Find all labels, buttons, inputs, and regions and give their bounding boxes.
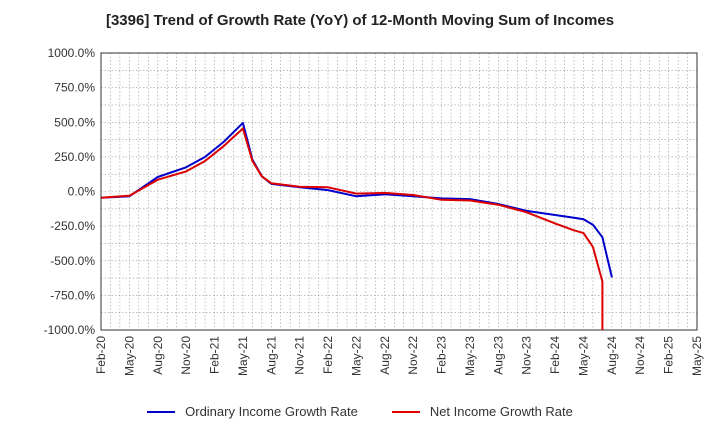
legend: Ordinary Income Growth Rate Net Income G…	[0, 404, 720, 419]
x-tick-label: Nov-21	[293, 336, 307, 375]
x-tick-label: Nov-24	[633, 336, 647, 375]
x-tick-label: Aug-24	[605, 336, 619, 375]
y-tick-label: 750.0%	[54, 81, 95, 95]
x-tick-label: Nov-20	[179, 336, 193, 375]
x-tick-label: Feb-22	[321, 336, 335, 374]
y-tick-label: 1000.0%	[48, 46, 96, 60]
series-line-net-income	[100, 127, 604, 330]
y-tick-label: -750.0%	[50, 288, 95, 302]
legend-swatch-ordinary-income	[147, 410, 176, 413]
x-tick-label: Aug-20	[151, 336, 165, 375]
x-tick-label: May-25	[690, 336, 704, 376]
x-tick-label: Feb-20	[94, 336, 108, 374]
x-tick-label: Nov-22	[406, 336, 420, 375]
y-tick-label: -250.0%	[50, 219, 95, 233]
y-tick-label: -1000.0%	[44, 323, 96, 337]
x-tick-label: Feb-24	[548, 336, 562, 374]
x-tick-label: May-22	[349, 336, 363, 376]
legend-item-ordinary-income: Ordinary Income Growth Rate	[147, 404, 358, 419]
y-tick-label: 500.0%	[54, 115, 95, 129]
plot-area-border	[100, 52, 698, 331]
x-tick-label: Nov-23	[520, 336, 534, 375]
legend-item-net-income: Net Income Growth Rate	[391, 404, 573, 419]
legend-swatch-net-income	[391, 410, 420, 413]
x-tick-label: Feb-23	[435, 336, 449, 374]
y-tick-label: 250.0%	[54, 150, 95, 164]
x-tick-label: May-23	[463, 336, 477, 376]
chart-title: [3396] Trend of Growth Rate (YoY) of 12-…	[105, 12, 615, 29]
x-tick-label: Aug-23	[491, 336, 505, 375]
x-tick-label: Aug-21	[264, 336, 278, 375]
x-tick-label: May-24	[576, 336, 590, 376]
series-line-ordinary-income	[100, 121, 613, 278]
x-tick-label: May-21	[236, 336, 250, 376]
y-tick-label: -500.0%	[50, 254, 95, 268]
legend-label-net-income: Net Income Growth Rate	[429, 404, 573, 419]
x-tick-label: Feb-21	[208, 336, 222, 374]
x-tick-label: May-20	[122, 336, 136, 376]
y-tick-label: 0.0%	[68, 185, 96, 199]
legend-label-ordinary-income: Ordinary Income Growth Rate	[185, 404, 358, 419]
x-tick-label: Aug-22	[378, 336, 392, 375]
x-tick-label: Feb-25	[662, 336, 676, 374]
